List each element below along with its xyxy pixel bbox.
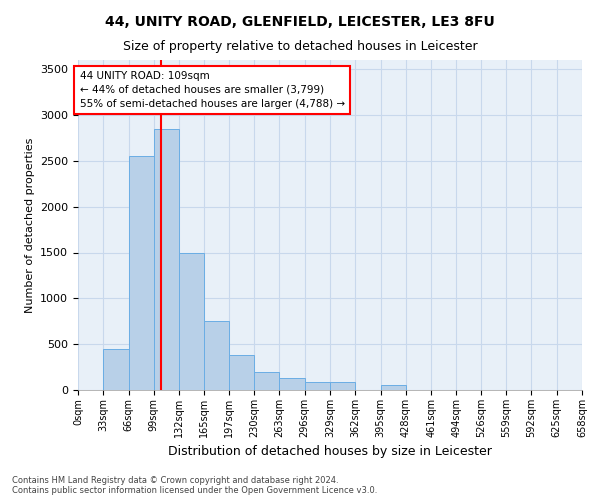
Bar: [254, 372, 280, 390]
Bar: [305, 382, 330, 390]
Bar: [380, 384, 406, 390]
Bar: [128, 156, 154, 390]
Bar: [154, 128, 179, 390]
Text: Size of property relative to detached houses in Leicester: Size of property relative to detached ho…: [122, 40, 478, 53]
X-axis label: Distribution of detached houses by size in Leicester: Distribution of detached houses by size …: [168, 446, 492, 458]
Bar: [280, 378, 305, 390]
Y-axis label: Number of detached properties: Number of detached properties: [25, 138, 35, 312]
Text: Contains HM Land Registry data © Crown copyright and database right 2024.
Contai: Contains HM Land Registry data © Crown c…: [12, 476, 377, 495]
Bar: [229, 355, 254, 390]
Bar: [330, 382, 355, 390]
Bar: [103, 349, 128, 390]
Bar: [179, 252, 205, 390]
Bar: [205, 322, 229, 390]
Text: 44 UNITY ROAD: 109sqm
← 44% of detached houses are smaller (3,799)
55% of semi-d: 44 UNITY ROAD: 109sqm ← 44% of detached …: [80, 71, 344, 109]
Text: 44, UNITY ROAD, GLENFIELD, LEICESTER, LE3 8FU: 44, UNITY ROAD, GLENFIELD, LEICESTER, LE…: [105, 15, 495, 29]
